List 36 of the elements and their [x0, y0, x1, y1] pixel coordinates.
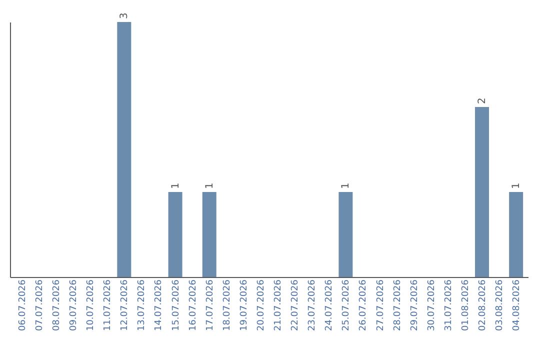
x-tick-label: 21.07.2026	[274, 279, 284, 332]
x-tick-label: 08.07.2026	[52, 279, 62, 332]
x-tick-label: 11.07.2026	[103, 279, 114, 332]
x-tick-label: 20.07.2026	[256, 279, 266, 332]
data-label: 1	[340, 182, 352, 189]
x-tick-label: 01.08.2026	[460, 279, 471, 332]
x-tick-label: 19.07.2026	[239, 279, 250, 332]
x-tick-label: 10.07.2026	[86, 279, 96, 332]
x-tick-label: 09.07.2026	[69, 279, 80, 332]
x-tick-label: 24.07.2026	[324, 279, 335, 332]
x-tick-label: 16.07.2026	[188, 279, 198, 332]
x-tick-label: 15.07.2026	[171, 279, 182, 332]
x-tick-label: 13.07.2026	[137, 279, 148, 332]
data-label: 1	[204, 182, 216, 189]
data-label: 1	[511, 182, 522, 189]
x-tick-label: 18.07.2026	[222, 279, 232, 332]
x-tick-label: 12.07.2026	[120, 279, 130, 332]
x-tick-label: 02.08.2026	[478, 279, 488, 332]
data-label: 3	[119, 12, 130, 19]
x-tick-label: 30.07.2026	[426, 279, 437, 332]
x-tick-label: 23.07.2026	[308, 279, 318, 332]
x-tick-label: 28.07.2026	[392, 279, 403, 332]
x-tick-label: 25.07.2026	[342, 279, 352, 332]
x-tick-label: 17.07.2026	[205, 279, 216, 332]
x-tick-label: 06.07.2026	[18, 279, 28, 332]
x-tick-label: 31.07.2026	[444, 279, 454, 332]
data-label: 2	[476, 98, 488, 104]
data-label: 1	[170, 182, 182, 189]
x-tick-label: 26.07.2026	[358, 279, 369, 332]
x-tick-label: 04.08.2026	[512, 279, 522, 332]
x-tick-label: 27.07.2026	[376, 279, 386, 332]
x-tick-label: 07.07.2026	[34, 279, 45, 332]
x-tick-label: 14.07.2026	[154, 279, 164, 332]
x-tick-label: 03.08.2026	[495, 279, 506, 332]
x-tick-label: 29.07.2026	[410, 279, 420, 332]
x-tick-label: 22.07.2026	[290, 279, 301, 332]
